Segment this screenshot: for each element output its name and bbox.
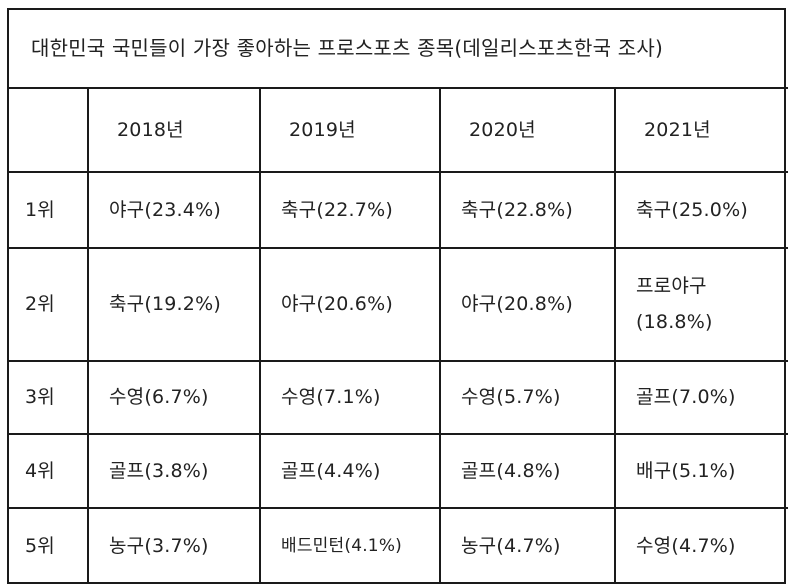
table-cell: 농구(3.7%) (87, 507, 261, 582)
rank-label: 1위 (9, 170, 89, 249)
sports-ranking-table: 대한민국 국민들이 가장 좋아하는 프로스포츠 종목(데일리스포츠한국 조사) … (9, 10, 789, 582)
corner-cell (9, 86, 89, 173)
table-row: 2위 축구(19.2%) 야구(20.6%) 야구(20.8%) 프로야구 (1… (9, 246, 789, 362)
year-header: 2021년 (613, 86, 789, 173)
sports-ranking-table-frame: 대한민국 국민들이 가장 좋아하는 프로스포츠 종목(데일리스포츠한국 조사) … (7, 8, 789, 584)
table-cell: 축구(22.7%) (259, 170, 441, 249)
rank-label: 4위 (9, 433, 89, 510)
table-cell: 수영(7.1%) (259, 359, 441, 436)
rank-label: 2위 (9, 246, 89, 362)
table-cell: 축구(22.8%) (439, 170, 616, 249)
table-cell: 축구(25.0%) (613, 170, 789, 249)
table-title: 대한민국 국민들이 가장 좋아하는 프로스포츠 종목(데일리스포츠한국 조사) (9, 10, 789, 89)
table-cell: 야구(20.8%) (439, 246, 616, 362)
rank-label: 3위 (9, 359, 89, 436)
table-cell: 수영(4.7%) (613, 507, 789, 582)
table-cell: 야구(23.4%) (87, 170, 261, 249)
table-cell: 골프(4.4%) (259, 433, 441, 510)
table-cell: 골프(7.0%) (613, 359, 789, 436)
title-row: 대한민국 국민들이 가장 좋아하는 프로스포츠 종목(데일리스포츠한국 조사) (9, 10, 789, 89)
table-cell: 배드민턴(4.1%) (259, 507, 441, 582)
table-cell: 프로야구 (18.8%) (613, 246, 789, 362)
table-cell: 농구(4.7%) (439, 507, 616, 582)
year-header-row: 2018년 2019년 2020년 2021년 (9, 86, 789, 173)
year-header: 2019년 (259, 86, 441, 173)
table-cell: 축구(19.2%) (87, 246, 261, 362)
table-row: 5위 농구(3.7%) 배드민턴(4.1%) 농구(4.7%) 수영(4.7%) (9, 507, 789, 582)
table-row: 4위 골프(3.8%) 골프(4.4%) 골프(4.8%) 배구(5.1%) (9, 433, 789, 510)
table-cell: 수영(5.7%) (439, 359, 616, 436)
year-header: 2018년 (87, 86, 261, 173)
table-cell: 수영(6.7%) (87, 359, 261, 436)
table-row: 1위 야구(23.4%) 축구(22.7%) 축구(22.8%) 축구(25.0… (9, 170, 789, 249)
table-row: 3위 수영(6.7%) 수영(7.1%) 수영(5.7%) 골프(7.0%) (9, 359, 789, 436)
rank-label: 5위 (9, 507, 89, 582)
table-cell: 골프(3.8%) (87, 433, 261, 510)
year-header: 2020년 (439, 86, 616, 173)
table-cell: 야구(20.6%) (259, 246, 441, 362)
table-cell: 배구(5.1%) (613, 433, 789, 510)
table-cell: 골프(4.8%) (439, 433, 616, 510)
